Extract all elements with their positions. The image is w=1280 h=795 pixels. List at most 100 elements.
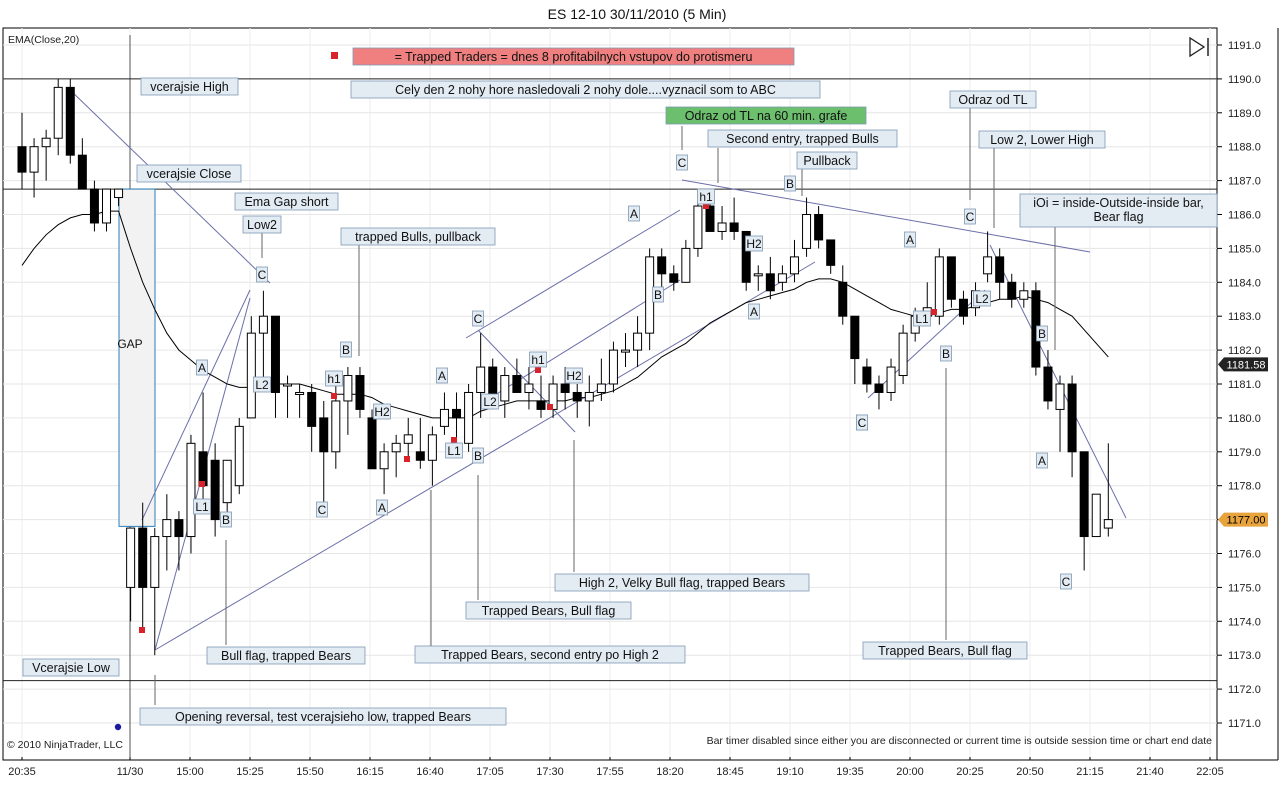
candle-body <box>53 86 63 139</box>
annotation-box <box>242 215 282 234</box>
candle <box>1091 493 1101 538</box>
candle <box>150 528 160 656</box>
candle <box>789 239 799 283</box>
candle-body <box>17 146 27 173</box>
signal-letter: B <box>942 347 950 361</box>
signal-letter-box <box>628 205 640 222</box>
candle-body <box>29 146 39 173</box>
candle <box>210 443 220 537</box>
candle <box>439 392 449 435</box>
candle-body <box>234 425 244 487</box>
signal-letter: C <box>678 156 687 170</box>
candle-body <box>1019 290 1029 300</box>
candle-body <box>452 408 462 419</box>
x-tick-label: 20:25 <box>956 766 984 778</box>
candle-body <box>1067 383 1077 453</box>
signal-letter: B <box>654 288 662 302</box>
candle <box>89 180 99 232</box>
gap-box <box>118 188 156 527</box>
x-tick-label: 16:15 <box>356 766 384 778</box>
signal-letter: B <box>1038 327 1046 341</box>
y-tick-label: 1186.0 <box>1228 210 1261 222</box>
annotation-text: = Trapped Traders = dnes 8 profitabilnyc… <box>395 50 753 64</box>
trendline <box>141 289 251 521</box>
signal-letter-box <box>697 188 715 205</box>
candle-body <box>995 256 1005 283</box>
signal-letter: C <box>966 210 975 224</box>
signal-letter: B <box>342 343 350 357</box>
candle-body <box>222 459 232 504</box>
signal-square-icon <box>535 367 541 373</box>
candle-body <box>391 442 401 453</box>
annotation-box <box>707 129 898 148</box>
y-tick-label: 1181.0 <box>1228 379 1261 391</box>
candle-body <box>186 442 196 538</box>
annotation-box <box>22 658 120 677</box>
y-tick-label: 1173.0 <box>1228 650 1261 662</box>
y-tick-label: 1187.0 <box>1228 176 1261 188</box>
gap-region: GAP <box>117 188 156 527</box>
candle <box>500 367 510 418</box>
candle-body <box>367 417 377 470</box>
y-tick-label: 1175.0 <box>1228 582 1261 594</box>
signal-letter-box <box>745 235 763 252</box>
candle-body <box>789 256 799 275</box>
annotation-text: Trapped Bears, Bull flag <box>482 604 616 618</box>
candle-body <box>295 391 305 395</box>
annotation-box <box>949 90 1037 109</box>
signal-letter-box <box>220 511 232 528</box>
candle-body <box>512 375 522 393</box>
signal-letter: A <box>198 361 206 375</box>
candle-body <box>850 315 860 360</box>
candle-body <box>862 366 872 385</box>
candle-body <box>669 273 679 283</box>
annotation-text: Bear flag <box>1093 210 1143 224</box>
candle <box>174 511 184 571</box>
trendline <box>67 87 271 284</box>
signal-letter: L2 <box>255 378 269 392</box>
candle-body <box>138 527 148 588</box>
annotation-text: Vcerajsie Low <box>32 661 111 675</box>
candle-body <box>403 434 413 444</box>
signal-letter-box <box>940 345 952 362</box>
signal-letter-box <box>856 414 868 431</box>
y-tick-label: 1171.0 <box>1228 718 1261 730</box>
annotation-text: Trapped Bears, second entry po High 2 <box>441 648 659 662</box>
signal-letter: A <box>750 305 758 319</box>
signal-letter-box <box>373 403 391 420</box>
candlestick-series <box>17 78 1113 656</box>
gap-label: GAP <box>117 337 142 351</box>
candle-body <box>355 375 365 410</box>
candle-body <box>343 375 353 402</box>
signal-letter-box <box>436 367 448 384</box>
candle <box>584 375 594 427</box>
candle-body <box>283 383 293 387</box>
candle <box>246 316 256 419</box>
candle <box>1043 350 1053 410</box>
x-tick-label: 20:35 <box>8 766 36 778</box>
y-tick-label: 1182.0 <box>1228 345 1261 357</box>
signal-letter-box <box>964 208 976 225</box>
signal-letter-box <box>529 351 547 368</box>
candle <box>77 138 87 190</box>
candle <box>1067 375 1077 478</box>
candle-body <box>114 188 124 199</box>
y-tick-label: 1184.0 <box>1228 277 1261 289</box>
annotation-text: Cely den 2 nohy hore nasledovali 2 nohy … <box>395 83 776 97</box>
candle <box>355 367 365 418</box>
scroll-to-end-icon[interactable] <box>1189 36 1209 58</box>
candle <box>802 197 812 257</box>
annotation-text: Ema Gap short <box>244 195 329 209</box>
candle-body <box>1043 366 1053 402</box>
candle-body <box>427 434 437 461</box>
annotation-text: iOi = inside-Outside-inside bar, <box>1033 196 1204 210</box>
candle <box>657 248 667 291</box>
signal-letter-box <box>904 231 916 248</box>
candle <box>307 384 317 452</box>
candle-body <box>560 383 570 393</box>
y-tick-label: 1189.0 <box>1228 108 1261 120</box>
signal-letter: B <box>786 177 794 191</box>
signal-square-icon <box>547 404 553 410</box>
